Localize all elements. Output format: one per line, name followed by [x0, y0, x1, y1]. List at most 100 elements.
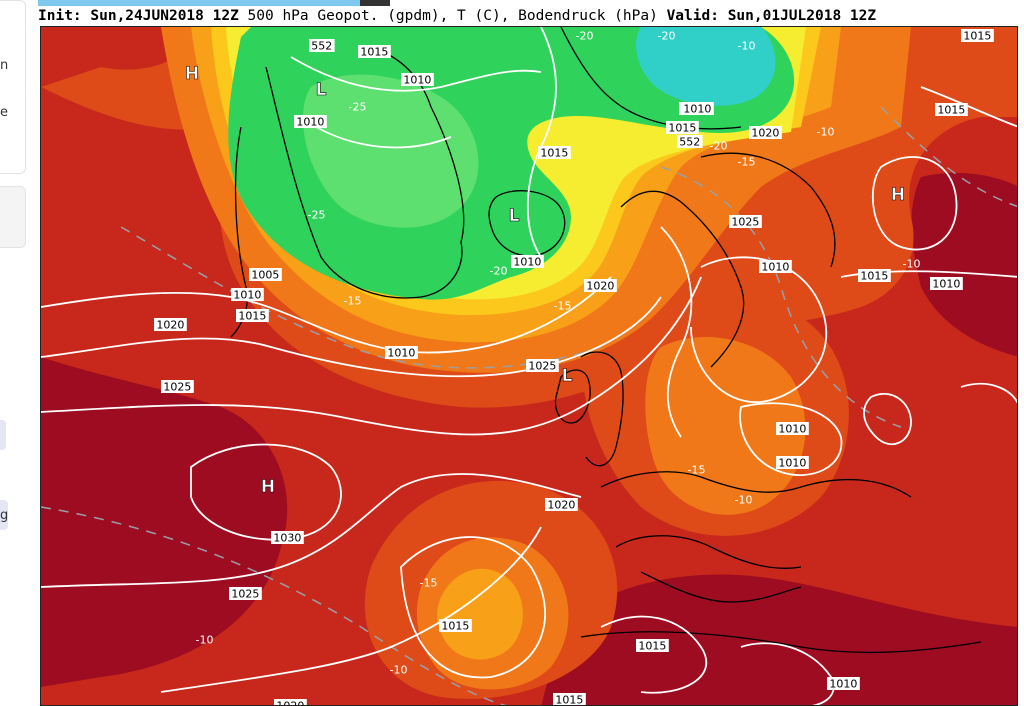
temperature-label-text: -10: [738, 40, 756, 53]
isobar-label: 1015: [358, 45, 391, 59]
sidebar-chip[interactable]: [0, 420, 6, 450]
temperature-label: -10: [735, 494, 753, 507]
valid-label: Valid:: [666, 8, 719, 24]
sidebar-chip[interactable]: [0, 500, 8, 530]
temp-zone-deep-red: [41, 357, 288, 687]
isobar-label-text: 1025: [163, 381, 191, 394]
temperature-label: -10: [738, 40, 756, 53]
geopotential-lines: [41, 106, 1017, 705]
isobar-label: 1010: [827, 677, 860, 691]
isobar-label: 1010: [511, 255, 544, 269]
isobar-label: 1015: [538, 146, 571, 160]
init-value: Sun,24JUN2018 12Z: [90, 8, 239, 24]
temperature-label-text: -15: [344, 295, 362, 308]
temperature-label: -15: [688, 464, 706, 477]
isobar-label-text: 1010: [829, 678, 857, 691]
isobar-label-text: 1015: [937, 104, 965, 117]
isobar-label: 1020: [274, 699, 307, 706]
isobar-label-text: 1020: [547, 499, 575, 512]
isobar-label-text: 1010: [403, 74, 431, 87]
temperature-label-text: -10: [196, 634, 214, 647]
init-label: Init:: [38, 8, 82, 24]
isobar-label-text: 1015: [441, 620, 469, 633]
isobar-label: 1010: [776, 422, 809, 436]
isobar-label-text: 1010: [932, 278, 960, 291]
map-header-bar: [38, 0, 378, 6]
temperature-label: -10: [390, 664, 408, 677]
isobar-label: 1010: [231, 288, 264, 302]
isobar-label: 1030: [271, 531, 304, 545]
isobar-label: 1010: [759, 260, 792, 274]
sidebar-card[interactable]: [0, 0, 26, 174]
isobar-label: 1015: [236, 309, 269, 323]
sidebar-text-fragment: n: [0, 58, 9, 73]
temperature-label-text: -25: [349, 101, 367, 114]
isobar-label-text: 1020: [276, 700, 304, 706]
temp-zone-orange-europe: [645, 337, 806, 515]
temperature-label-text: -25: [308, 209, 326, 222]
isobar-label: 1010: [385, 346, 418, 360]
isobar-label-text: 1015: [963, 30, 991, 43]
sidebar-card-selected[interactable]: [0, 186, 26, 248]
temperature-label-text: -10: [817, 126, 835, 139]
map-header-dark: [360, 0, 390, 6]
temperature-label-text: -15: [688, 464, 706, 477]
temperature-label-layer: -25 -25 -20 -20 -15 -15 -15 -15 -10 -10 -10 -15 -20 -…: [196, 30, 921, 677]
isobar-label: 1025: [161, 380, 194, 394]
temperature-label-text: -20: [490, 265, 508, 278]
isobar-label-text: 1010: [683, 103, 711, 116]
isobar-label-text: 1015: [540, 147, 568, 160]
isobar-label-text: 552: [311, 40, 332, 53]
isobar-label: 1015: [439, 619, 472, 633]
isobar-label: 552: [309, 39, 335, 53]
high-pressure-symbol: H: [185, 64, 199, 84]
isobar-label-text: 1030: [273, 532, 301, 545]
temperature-label: -20: [490, 265, 508, 278]
isobar-label-text: 552: [679, 136, 700, 149]
temperature-label: -10: [196, 634, 214, 647]
isobar-label-text: 1010: [761, 261, 789, 274]
isobar-label-text: 1010: [778, 457, 806, 470]
isobar-label: 1010: [294, 115, 327, 129]
temperature-label: -15: [420, 577, 438, 590]
isobar-label-text: 1025: [528, 360, 556, 373]
temperature-label-text: -15: [420, 577, 438, 590]
isobar-label-text: 1015: [238, 310, 266, 323]
temperature-label-text: -15: [738, 156, 756, 169]
temp-zone-deep-red-russia: [911, 172, 1017, 357]
weather-map[interactable]: H L L L H H 5521015101010101010101510101…: [40, 26, 1018, 706]
low-pressure-symbol: L: [509, 206, 520, 226]
sidebar-text-fragment: e: [0, 105, 8, 120]
isobar-label: 1015: [636, 639, 669, 653]
temperature-label-text: -10: [903, 258, 921, 271]
temperature-label: -10: [903, 258, 921, 271]
isobar-label: 552: [677, 135, 703, 149]
temperature-label: -25: [349, 101, 367, 114]
isobar-label: 1005: [249, 268, 282, 282]
temperature-label: -20: [710, 140, 728, 153]
isobar-label: 1025: [229, 587, 262, 601]
isobar-label-text: 1015: [638, 640, 666, 653]
isobar-label: 1015: [935, 103, 968, 117]
variables-label: 500 hPa Geopot. (gpdm), T (C), Bodendruc…: [247, 8, 658, 24]
isobar-label-text: 1025: [731, 216, 759, 229]
isobar-label: 1015: [553, 693, 586, 705]
isobar-label: 1015: [961, 29, 994, 43]
high-pressure-symbol: H: [891, 185, 905, 205]
temperature-label-text: -10: [390, 664, 408, 677]
temperature-label-text: -10: [735, 494, 753, 507]
temperature-label: -25: [308, 209, 326, 222]
high-pressure-symbol: H: [261, 477, 275, 497]
low-pressure-symbol: L: [562, 366, 573, 386]
isobar-label-text: 1010: [513, 256, 541, 269]
isobar-label: 1020: [545, 498, 578, 512]
isobar-label-text: 1010: [296, 116, 324, 129]
isobar-label: 1010: [401, 73, 434, 87]
page-sidebar: n e g: [0, 0, 36, 706]
isobar-label-text: 1015: [360, 46, 388, 59]
isobar-label-text: 1015: [668, 122, 696, 135]
isobar-label-text: 1020: [156, 319, 184, 332]
isobars: [41, 27, 1017, 705]
isobar-label: 1010: [776, 456, 809, 470]
isobar-label-text: 1005: [251, 269, 279, 282]
